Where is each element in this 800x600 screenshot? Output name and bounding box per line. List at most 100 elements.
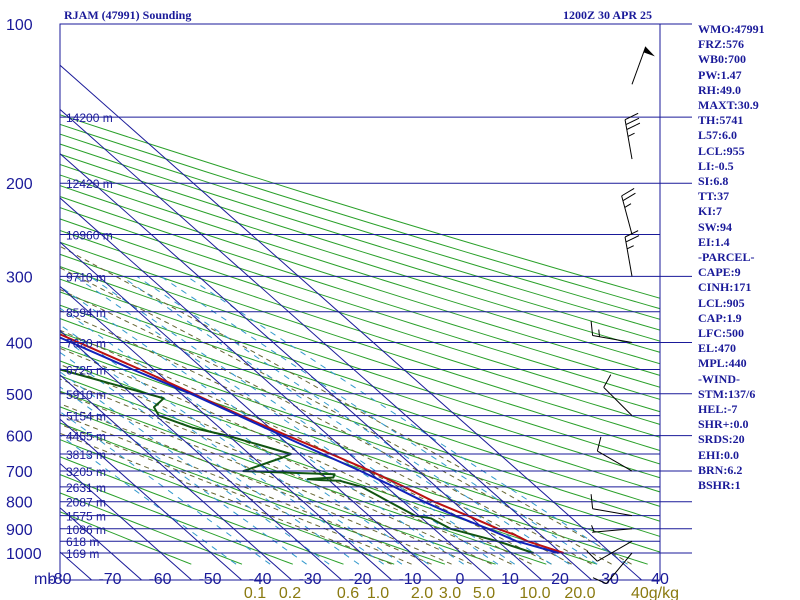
height-label: 9710 m [66,270,106,284]
isotherm-line [60,330,342,580]
dry-adiabat-line [60,207,660,400]
mixing-ratio-line [74,275,499,565]
dry-adiabat-line [60,492,243,565]
index-value: -WIND- [698,371,740,386]
height-label: 8594 m [66,306,106,320]
wind-barb-feather [592,577,607,585]
wind-barb [590,321,633,343]
index-value: L57:6.0 [698,128,737,143]
wind-barb-feather [586,550,598,562]
wind-barb-feather [603,374,612,388]
wind-barb-staff [603,387,633,417]
height-label: 7620 m [66,336,106,350]
temperature-tick-label: -20 [348,571,371,588]
isotherm-line [60,64,642,580]
sounding-time: 1200Z 30 APR 25 [563,8,653,22]
pressure-tick-label: 200 [6,176,33,193]
mixing-ratio-line [60,285,464,565]
temperature-tick-label: -10 [398,571,421,588]
index-value: CAPE:9 [698,265,741,280]
dry-adiabat-line [60,331,660,537]
pressure-tick-label: 700 [6,464,33,481]
dry-adiabat-line [60,241,660,438]
dry-adiabat-line [60,218,660,413]
wind-barb-feather [624,112,639,121]
pressure-tick-label: 100 [6,17,33,34]
dry-adiabat-line [60,229,660,425]
wind-barb-half-feather [598,329,600,337]
index-value: KI:7 [698,204,722,219]
dry-adiabat-line [60,253,660,452]
index-value: STM:137/6 [698,386,756,401]
index-value: SRDS:20 [698,432,745,447]
wind-barb [624,112,641,160]
wind-barb-staff [605,552,633,584]
wind-barb-staff [597,450,633,472]
wind-barb-staff [631,46,647,85]
dry-adiabat-line [60,143,660,331]
temperature-tick-label: -60 [148,571,171,588]
mixing-ratio-line [160,275,598,565]
wind-barb-staff [597,540,633,562]
temperature-tick-label: -70 [98,571,121,588]
mixing-ratio-label: 1.0 [367,585,389,600]
wind-barb-feather [622,192,636,202]
dry-adiabat-line [60,390,547,565]
wind-barb [624,230,640,277]
dry-adiabat-line [60,278,660,479]
wind-barb-half-feather [626,245,634,250]
wind-barb-half-feather [624,203,632,208]
dry-adiabats [60,114,660,565]
wind-barb [592,552,633,585]
height-label: 2631 m [66,481,106,495]
dry-adiabat-line [60,123,660,310]
index-value: SW:94 [698,219,733,234]
stability-indices-panel: WMO:47991 FRZ:576 WB0:700 PW:1.47 RH:49.0 MAX… [698,22,798,493]
dry-adiabat-line [60,291,660,493]
index-value: EL:470 [698,341,737,356]
wind-barb-feather [621,187,635,197]
y-axis-label: mb [34,571,56,588]
mixing-ratio-line [186,275,628,565]
height-label: 1086 m [66,523,106,537]
height-label: 3205 m [66,465,106,479]
index-value: BRN:6.2 [698,462,743,477]
mixing-ratio-lines [60,275,628,565]
height-label: 4455 m [66,430,106,444]
moist-adiabat-line [60,413,432,565]
mixing-ratio-label: 0.6 [337,585,359,600]
dry-adiabat-line [60,163,660,353]
height-label: 618 m [66,535,99,549]
index-value: CAP:1.9 [698,310,742,325]
index-value: LCL:955 [698,143,745,158]
height-label: 3813 m [66,448,106,462]
mixing-ratio-label: 10.0 [519,585,550,600]
isotherm-line [60,285,392,580]
pressure-tick-label: 800 [6,495,33,512]
wind-barb-staff [624,119,633,160]
index-value: FRZ:576 [698,37,744,52]
wind-barb-feather [590,321,594,336]
index-value: HEL:-7 [698,402,738,417]
height-label: 5154 m [66,410,106,424]
temperature-tick-label: -50 [198,571,221,588]
wind-barb [586,540,633,562]
height-label: 14200 m [66,111,113,125]
wind-barb-feather [596,436,602,452]
index-value: MAXT:30.9 [698,98,759,113]
dry-adiabat-line [60,174,660,365]
moist-adiabat-line [60,245,632,565]
wind-barb-feather [626,122,641,130]
dry-adiabat-line [60,318,660,522]
mixing-ratio-label: 5.0 [473,585,495,600]
pressure-tick-label: 400 [6,335,33,352]
index-value: TH:5741 [698,113,744,128]
dry-adiabat-line [60,360,648,565]
station-title: RJAM (47991) Sounding [64,8,192,22]
mixing-ratio-label: 3.0 [439,585,461,600]
mixing-ratio-line [89,275,515,565]
wind-barb-staff [624,236,633,277]
dry-adiabat-line [60,473,293,565]
moist-adiabat-line [60,363,512,565]
index-value: LFC:500 [698,326,744,341]
